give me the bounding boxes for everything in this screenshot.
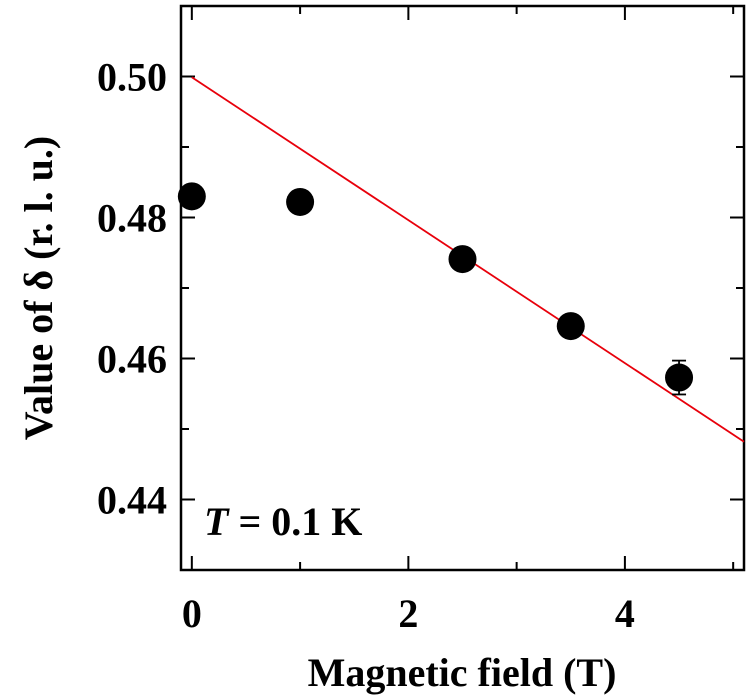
x-tick-label: 2 bbox=[398, 591, 418, 636]
x-axis-title: Magnetic field (T) bbox=[308, 650, 617, 695]
plot-frame bbox=[179, 4, 746, 572]
annotation-symbol: T bbox=[204, 499, 230, 544]
y-tick-label: 0.44 bbox=[97, 478, 167, 523]
y-tick-label: 0.46 bbox=[97, 337, 167, 382]
annotation-text: = 0.1 K bbox=[228, 499, 362, 544]
y-tick-label: 0.50 bbox=[97, 55, 167, 100]
data-point bbox=[556, 312, 585, 341]
x-tick-label: 4 bbox=[615, 591, 635, 636]
data-point bbox=[665, 363, 694, 392]
ticks bbox=[181, 6, 744, 570]
tick-labels: 0 2 4 0.44 0.46 0.48 0.50 bbox=[97, 55, 635, 637]
y-tick-label: 0.48 bbox=[97, 196, 167, 241]
data-point bbox=[286, 187, 315, 216]
data-points bbox=[177, 182, 694, 396]
data-point bbox=[448, 245, 477, 274]
y-axis-title: Value of δ (r. l. u.) bbox=[16, 136, 61, 441]
temperature-annotation: T = 0.1 K bbox=[204, 499, 362, 544]
x-tick-label: 0 bbox=[182, 591, 202, 636]
data-point bbox=[177, 182, 206, 211]
